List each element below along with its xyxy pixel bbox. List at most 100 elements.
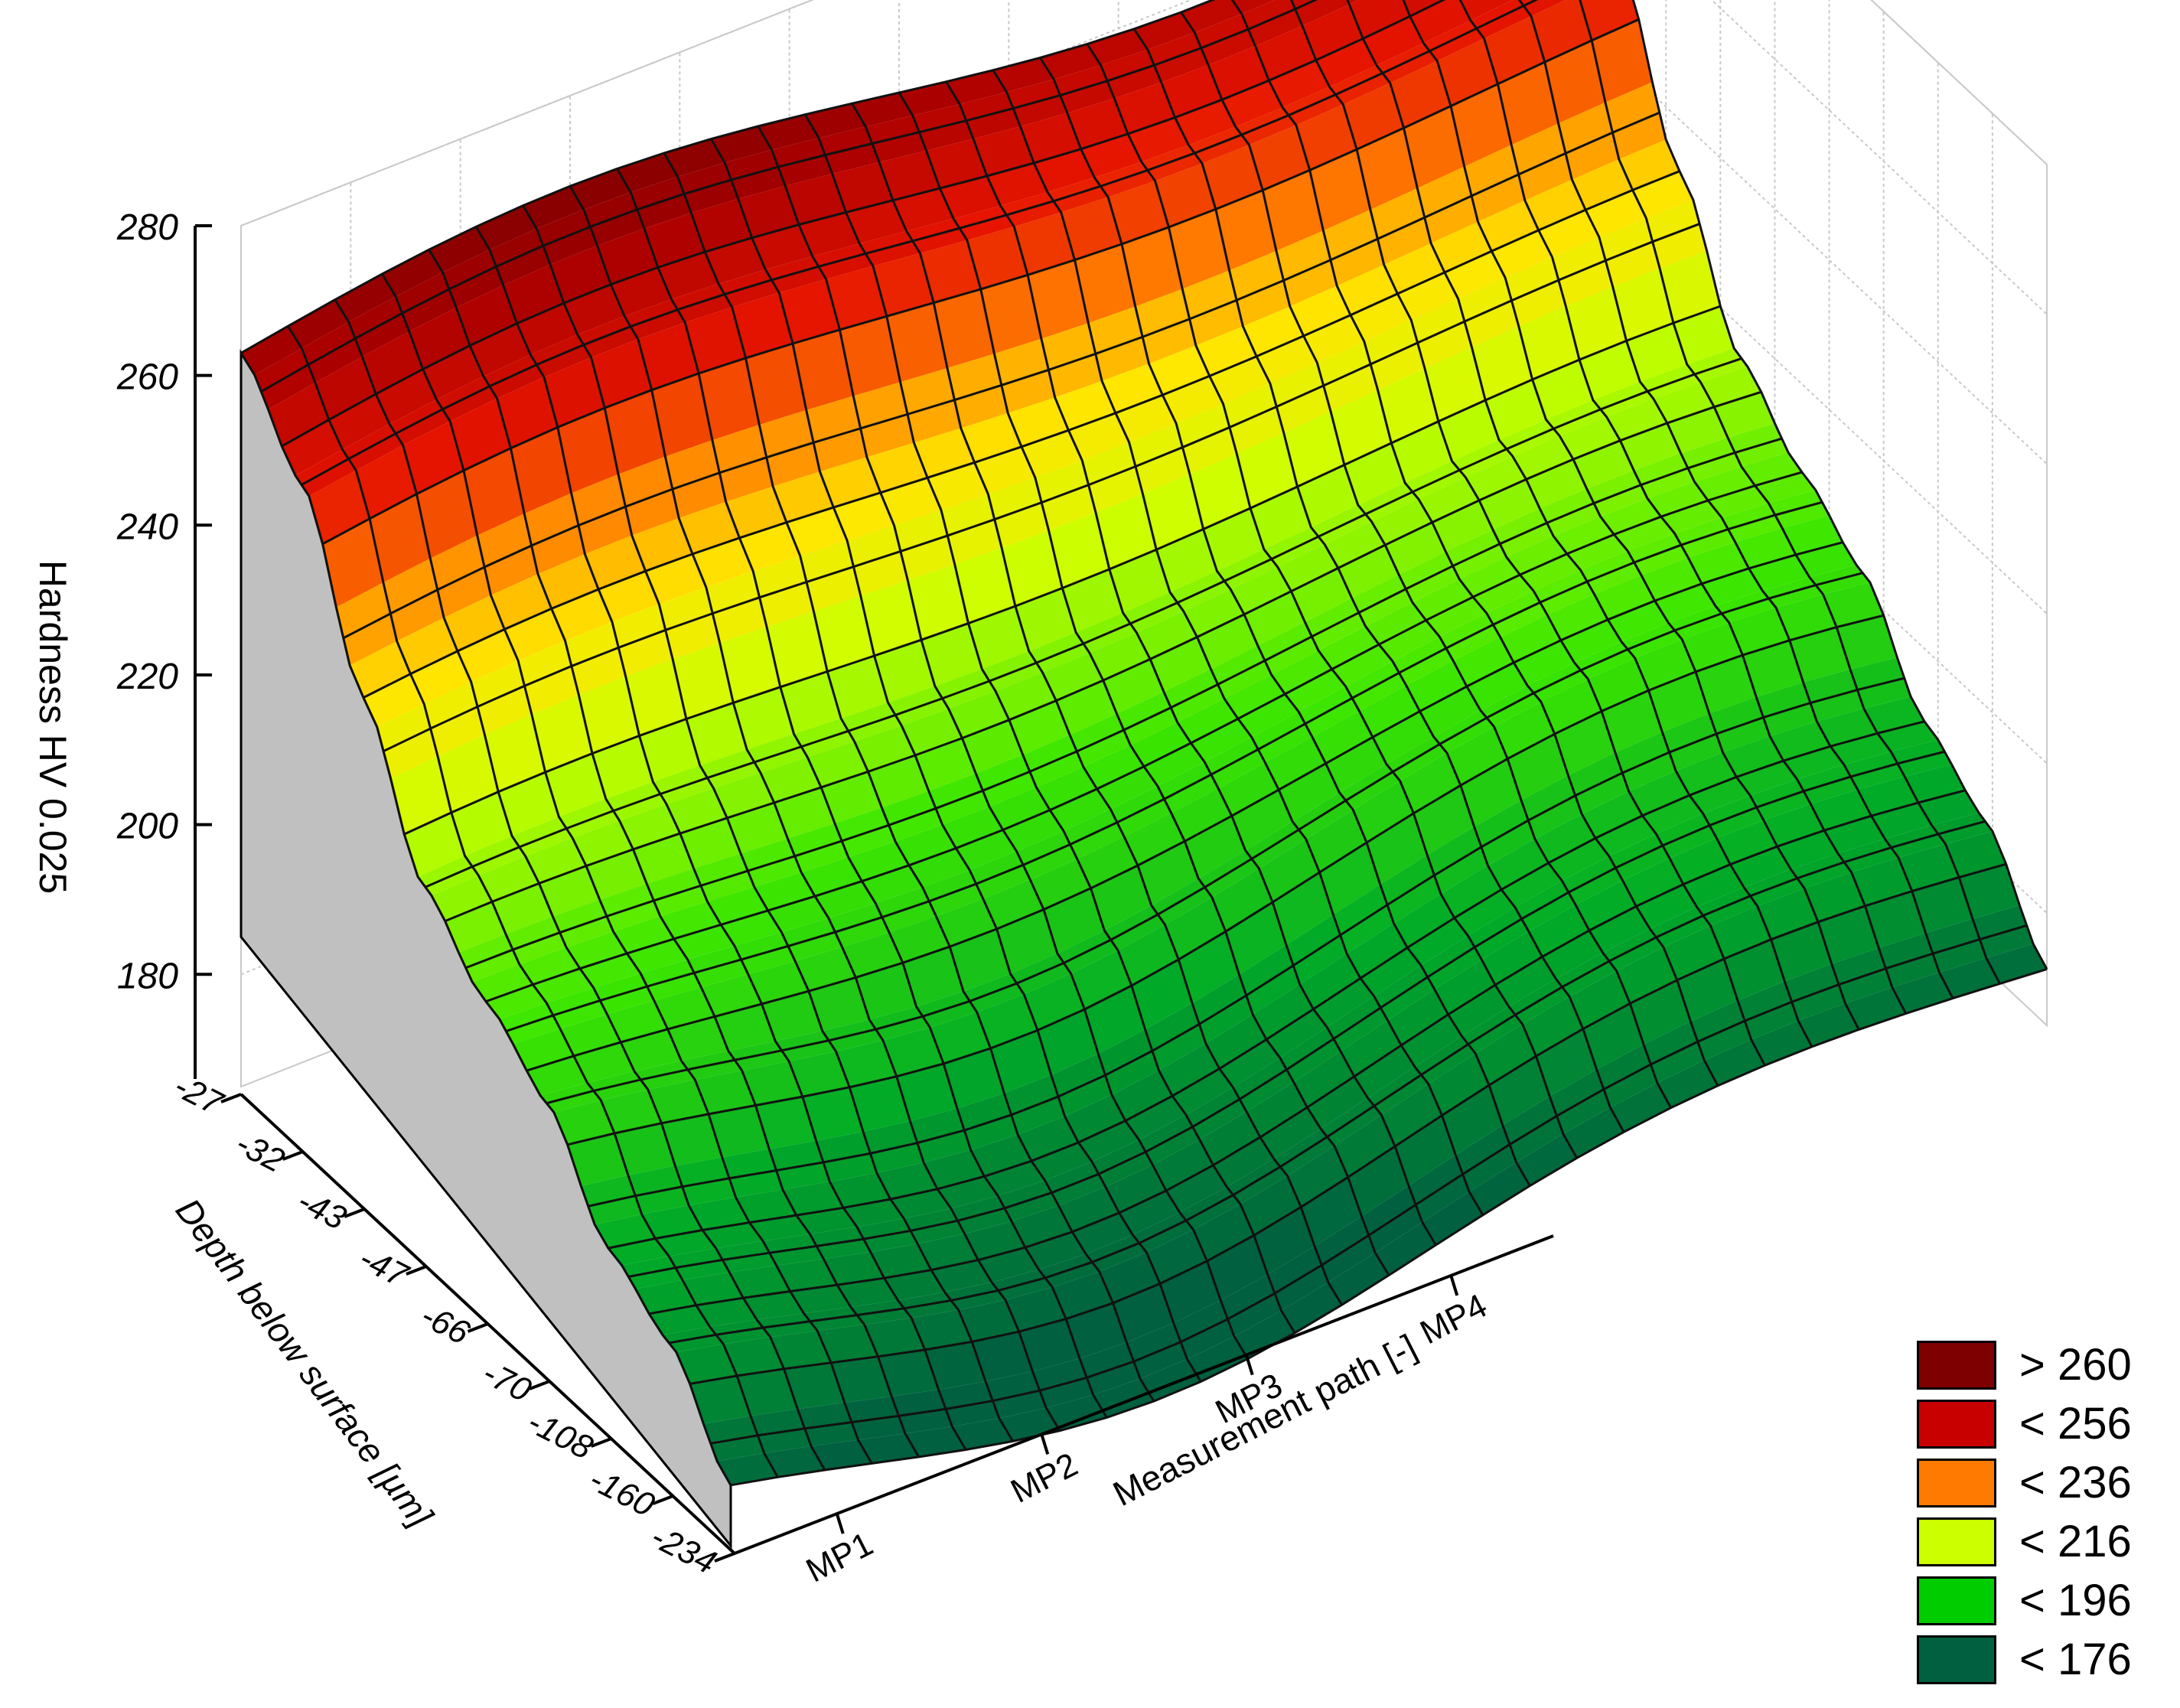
surface-cell [1818,905,1879,964]
grid-line [1870,0,2048,165]
surface-cell [1830,733,1892,765]
mesh-line [1631,0,2048,970]
surface-cell [1156,529,1217,592]
surface-cell [1315,38,1377,87]
surface-cell [1605,82,1667,160]
surface-cell [780,671,841,735]
surface-cell [1176,403,1237,474]
surface-cell [530,334,591,377]
mesh-line [1579,0,2001,985]
surface-cell [1367,813,1428,885]
surface-cell [660,901,722,939]
z-tick-label: 220 [116,657,178,697]
surface-cell [350,640,411,698]
surface-cell [733,686,794,750]
surface-cell [1042,653,1103,701]
surface-cell [1018,1318,1080,1371]
surface-cell [1074,244,1136,324]
surface-cell [1259,1107,1321,1159]
y-tick [652,1494,674,1505]
surface-cell [699,749,761,789]
surface-cell [816,1131,877,1182]
surface-cell [1548,838,1609,881]
surface-cell [908,848,970,888]
surface-cell [1614,517,1675,551]
surface-cell [1061,197,1122,260]
surface-cell [1646,200,1707,269]
surface-cell [1804,872,1866,922]
surface-cell [1425,347,1486,422]
surface-cell [438,735,499,813]
surface-cell [966,227,1028,289]
surface-cell [1417,166,1478,243]
surface-cell [663,139,725,177]
surface-cell [1522,996,1583,1057]
surface-cell [729,1265,790,1299]
mesh-line [898,92,1390,1276]
surface-cell [705,571,767,643]
surface-cell [1595,815,1657,856]
surface-cell [770,1331,831,1369]
surface-cell [1751,1020,1812,1066]
surface-cell [784,1362,845,1410]
surface-cell [947,354,1009,429]
surface-cell [1005,1287,1067,1332]
surface-cell [1002,530,1063,607]
surface-cell [1050,789,1111,831]
surface-cell [996,909,1057,974]
mesh-line [1290,0,1766,1066]
surface-cell [334,274,396,322]
surface-cell [519,947,580,985]
surface-cell [821,771,882,823]
mesh-line [1230,0,1719,1087]
surface-cell [1265,736,1326,790]
x-tick-label: MP2 [1005,1446,1083,1511]
surface-cell [1062,569,1123,633]
surface-cell [1686,348,1748,383]
surface-cell [624,299,686,340]
surface-cell [1519,0,1566,17]
y-tick-label: -160 [583,1460,660,1524]
surface-cell [813,595,875,672]
x-tick-label: MP1 [800,1525,879,1590]
surface-cell [1676,752,1737,796]
surface-cell [431,875,493,921]
surface-cell [852,93,913,127]
surface-cell [1459,556,1520,598]
surface-cell [1742,640,1804,697]
surface-cell [1044,888,1105,953]
surface-cell [1237,432,1298,509]
mesh-line [1039,57,1531,1187]
z-tick-label: 280 [116,207,178,248]
surface-cell [363,673,425,727]
surface-cell [833,492,894,541]
surface-cell [826,266,887,330]
surface-cell [1579,0,1639,41]
surface-cell [566,931,627,969]
surface-cell [1566,534,1628,570]
surface-cell [793,329,854,410]
surface-cell [1616,947,1677,1004]
surface-cell [1782,515,1843,555]
surface-cell [429,227,490,272]
surface-cell [633,833,694,884]
legend-label: < 256 [2019,1399,2132,1449]
surface-cell [1491,230,1553,278]
surface-cell [1181,0,1242,33]
surface-cell [689,1197,750,1230]
surface-cell [1478,200,1539,252]
surface-cell [702,1222,764,1249]
surface-cell [1823,582,1884,627]
surface-cell [1317,341,1378,412]
surface-cell [1105,1165,1166,1213]
surface-cell [934,288,995,368]
surface-cell [776,1259,837,1292]
surface-cell [902,947,963,1007]
surface-cell [1193,1204,1254,1261]
surface-cell [942,807,1003,849]
surface-cell [550,246,611,304]
surface-cell [1506,536,1567,575]
surface-cell [653,765,714,804]
surface-cell [1532,360,1593,420]
